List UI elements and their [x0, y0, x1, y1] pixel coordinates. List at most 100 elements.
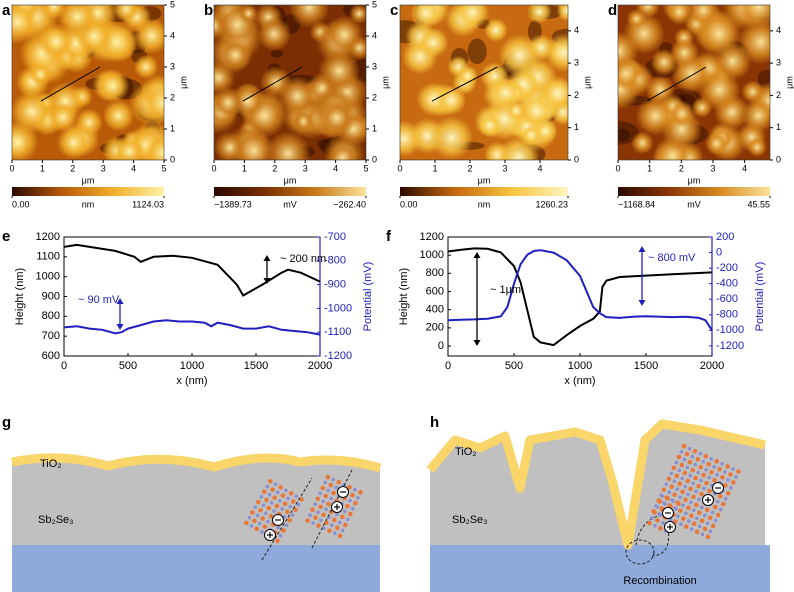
- atom: [318, 504, 323, 510]
- afm-grain: [133, 54, 159, 80]
- profile-line: [431, 66, 498, 102]
- atom: [316, 523, 321, 528]
- x-axis-label: x (nm): [564, 375, 595, 387]
- atom: [278, 485, 284, 490]
- atom: [252, 518, 257, 523]
- afm-grain: [544, 33, 568, 73]
- atom: [736, 469, 741, 474]
- atom: [316, 510, 320, 515]
- crystal: [305, 474, 363, 539]
- x-tick-label: 2000: [700, 360, 724, 372]
- atom: [327, 528, 332, 534]
- y-tick-label: 5: [372, 0, 377, 9]
- y2-tick-label: 200: [716, 231, 734, 243]
- atom: [323, 480, 328, 485]
- y-tick-label: 4: [574, 25, 579, 35]
- atom: [665, 496, 670, 501]
- x-tick-label: 5: [161, 163, 166, 173]
- atom: [259, 495, 264, 499]
- atom: [255, 513, 260, 518]
- panel-label: f: [386, 228, 392, 245]
- atom: [650, 516, 654, 520]
- atom: [336, 479, 342, 485]
- atom: [709, 457, 714, 461]
- atom: [276, 525, 281, 530]
- atom: [256, 499, 261, 505]
- data-line: [447, 247, 713, 347]
- atom: [667, 490, 671, 494]
- atom: [313, 515, 318, 520]
- colorbar-unit: mV: [283, 199, 297, 209]
- atom: [715, 512, 721, 518]
- atom: [281, 528, 286, 533]
- atom: [661, 487, 667, 492]
- colorbar-unit: nm: [478, 199, 491, 209]
- atom: [707, 475, 711, 480]
- atom: [669, 484, 675, 490]
- atom: [699, 491, 704, 497]
- atom: [674, 507, 678, 511]
- atom: [690, 454, 695, 459]
- atom: [290, 513, 295, 517]
- atom: [324, 520, 329, 526]
- atom: [678, 495, 682, 500]
- atom: [310, 507, 315, 513]
- panel-label: c: [390, 2, 398, 19]
- atom: [263, 511, 268, 516]
- afm-valley: [618, 128, 630, 142]
- atom: [660, 494, 664, 498]
- atom: [269, 501, 274, 505]
- afm-grain: [430, 116, 474, 160]
- atom: [345, 503, 350, 509]
- y2-tick-label: -700: [324, 231, 346, 243]
- atom: [331, 477, 336, 482]
- atom: [681, 516, 686, 521]
- atom: [342, 522, 348, 528]
- data-line: [63, 243, 321, 297]
- profile-line: [40, 66, 101, 102]
- atom: [684, 511, 688, 516]
- atom: [260, 530, 264, 534]
- atom: [699, 518, 705, 524]
- annotation: ~ 1μm: [490, 284, 521, 296]
- atom: [712, 477, 717, 483]
- atom: [253, 505, 258, 510]
- atom: [324, 507, 328, 512]
- y-tick-label: 2: [372, 92, 377, 102]
- x-axis-label: μm: [82, 175, 95, 185]
- atom: [286, 496, 290, 501]
- atom: [358, 490, 363, 495]
- atom: [696, 510, 702, 516]
- atom: [707, 515, 713, 521]
- y2-tick-label: -1100: [324, 326, 351, 338]
- y-tick-label: 1000: [420, 249, 444, 261]
- atom: [672, 479, 677, 484]
- y-tick-label: 1: [170, 123, 175, 133]
- atom: [682, 470, 688, 476]
- atom: [321, 499, 325, 504]
- atom: [296, 502, 301, 507]
- atom: [692, 448, 698, 454]
- atom: [273, 482, 278, 487]
- atom: [653, 523, 657, 528]
- atom: [293, 507, 298, 513]
- atom: [272, 495, 278, 501]
- colorbar-unit: mV: [687, 199, 701, 209]
- afm-grain: [265, 130, 311, 160]
- atom: [704, 480, 709, 486]
- atom: [690, 467, 696, 473]
- afm-grain: [277, 76, 318, 117]
- atom: [720, 475, 725, 480]
- afm-grain: [666, 5, 693, 25]
- atom: [290, 499, 296, 504]
- afm-grain: [490, 77, 522, 109]
- atom: [671, 499, 675, 503]
- atom: [308, 513, 312, 517]
- atom: [686, 505, 691, 511]
- atom: [294, 494, 299, 499]
- atom: [272, 509, 276, 513]
- atom: [694, 516, 699, 521]
- colorbar-label: 1260.23: [535, 199, 568, 209]
- atom: [691, 481, 695, 486]
- y-tick-label: 200: [426, 322, 444, 334]
